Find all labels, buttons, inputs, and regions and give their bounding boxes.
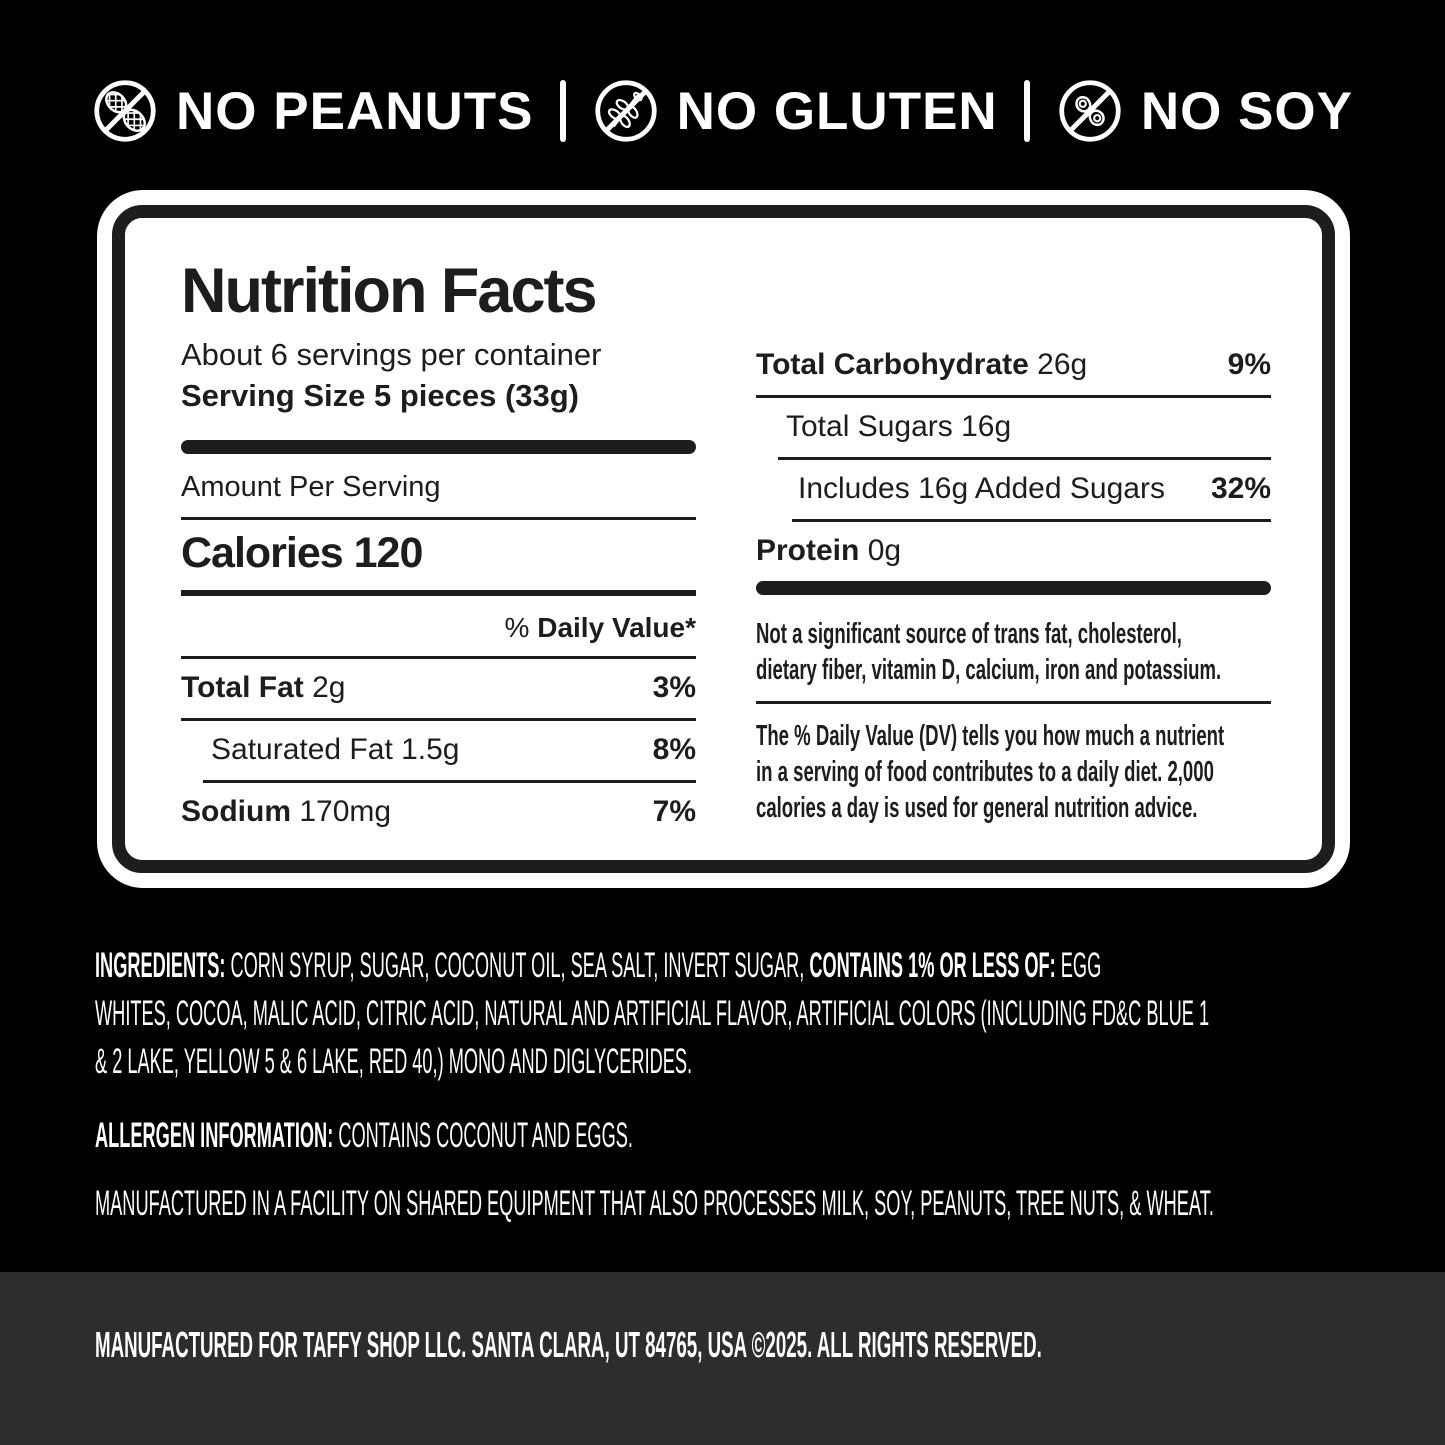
thick-divider-bar bbox=[181, 440, 696, 455]
facility-statement: MANUFACTURED IN A FACILITY ON SHARED EQU… bbox=[95, 1180, 1445, 1228]
thick-divider-bar bbox=[756, 581, 1271, 595]
nutrient-label: Includes 16g Added Sugars bbox=[798, 472, 1165, 505]
allergen-line: ALLERGEN INFORMATION: CONTAINS COCONUT A… bbox=[95, 1116, 633, 1155]
rule-indented bbox=[203, 780, 696, 784]
banner-item-no-peanuts: NO PEANUTS bbox=[92, 78, 533, 144]
footnote-daily-value: The % Daily Value (DV) tells you how muc… bbox=[756, 720, 1225, 824]
nutrient-row-total-carbohydrate: Total Carbohydrate 26g 9% bbox=[756, 348, 1271, 395]
allergen-information-section: ALLERGEN INFORMATION: CONTAINS COCONUT A… bbox=[95, 1112, 1129, 1160]
rule bbox=[181, 718, 696, 722]
rule bbox=[756, 395, 1271, 398]
servings-per-container: About 6 servings per container bbox=[181, 337, 602, 373]
rule-medium bbox=[181, 590, 696, 597]
nutrient-label: Saturated Fat 1.5g bbox=[211, 733, 460, 767]
banner-label-no-peanuts: NO PEANUTS bbox=[176, 81, 534, 141]
ingredients-line: INGREDIENTS: CORN SYRUP, SUGAR, COCONUT … bbox=[95, 946, 1102, 985]
banner-separator bbox=[560, 80, 567, 142]
nutrient-row-added-sugars: Includes 16g Added Sugars 32% bbox=[756, 460, 1271, 519]
nutrition-facts-title: Nutrition Facts bbox=[181, 256, 598, 326]
banner-item-no-soy: NO SOY bbox=[1057, 78, 1353, 144]
nutrient-dv: 3% bbox=[652, 671, 696, 705]
rule bbox=[181, 517, 696, 521]
manufacturer-statement: MANUFACTURED FOR TAFFY SHOP LLC. SANTA C… bbox=[95, 1324, 1042, 1365]
footer-bar: MANUFACTURED FOR TAFFY SHOP LLC. SANTA C… bbox=[0, 1272, 1445, 1445]
ingredients-line: & 2 LAKE, YELLOW 5 & 6 LAKE, RED 40,) MO… bbox=[95, 1042, 693, 1081]
nutrient-amount: 26g bbox=[1028, 348, 1088, 381]
daily-value-header: % Daily Value* bbox=[181, 596, 696, 656]
banner-label-no-gluten: NO GLUTEN bbox=[676, 81, 998, 141]
ingredients-section: INGREDIENTS: CORN SYRUP, SUGAR, COCONUT … bbox=[95, 942, 1445, 1086]
nutrient-label: Total Fat bbox=[181, 671, 304, 705]
no-soy-icon bbox=[1057, 78, 1123, 144]
nutrient-label: Sodium bbox=[181, 795, 291, 829]
nutrient-dv: 9% bbox=[1227, 348, 1271, 381]
daily-value-pct: % bbox=[504, 612, 538, 644]
nutrient-row-protein: Protein 0g bbox=[756, 522, 1271, 581]
nutrient-row-total-fat: Total Fat 2g 3% bbox=[181, 659, 696, 718]
nutrient-dv: 8% bbox=[652, 733, 696, 767]
nutrient-row-saturated-fat: Saturated Fat 1.5g 8% bbox=[181, 721, 696, 780]
nutrient-dv: 32% bbox=[1210, 472, 1271, 505]
daily-value-text: Daily Value* bbox=[537, 612, 696, 644]
banner-label-no-soy: NO SOY bbox=[1140, 81, 1353, 141]
rule bbox=[181, 656, 696, 660]
banner-separator bbox=[1024, 80, 1031, 142]
rule-indented bbox=[792, 519, 1271, 522]
allergen-free-banner: NO PEANUTS NO GLUTEN bbox=[92, 76, 1353, 146]
facility-line: MANUFACTURED IN A FACILITY ON SHARED EQU… bbox=[95, 1184, 1214, 1223]
no-gluten-icon bbox=[593, 78, 659, 144]
nutrient-label: Total Carbohydrate bbox=[756, 348, 1029, 381]
nutrient-label: Protein bbox=[756, 534, 860, 567]
nutrient-dv: 7% bbox=[652, 795, 696, 829]
rule bbox=[756, 701, 1271, 704]
nutrient-row-total-sugars: Total Sugars 16g bbox=[756, 398, 1271, 457]
nutrient-amount: 2g bbox=[303, 671, 346, 705]
nutrient-row-sodium: Sodium 170mg 7% bbox=[181, 783, 696, 842]
amount-per-serving-label: Amount Per Serving bbox=[181, 471, 441, 504]
nutrient-amount: 0g bbox=[859, 534, 902, 567]
nutrition-facts-panel: Nutrition Facts About 6 servings per con… bbox=[97, 190, 1350, 888]
nutrient-label: Total Sugars 16g bbox=[786, 410, 1012, 443]
nutrition-left-column: Nutrition Facts About 6 servings per con… bbox=[181, 258, 696, 832]
ingredients-line: WHITES, COCOA, MALIC ACID, CITRIC ACID, … bbox=[95, 994, 1210, 1033]
banner-item-no-gluten: NO GLUTEN bbox=[593, 78, 998, 144]
rule-indented bbox=[778, 457, 1271, 460]
footnote-not-significant: Not a significant source of trans fat, c… bbox=[756, 618, 1222, 686]
nutrition-right-column: Total Carbohydrate 26g 9% Total Sugars 1… bbox=[756, 258, 1271, 832]
serving-size: Serving Size 5 pieces (33g) bbox=[181, 378, 580, 414]
nutrition-facts-inner: Nutrition Facts About 6 servings per con… bbox=[112, 205, 1335, 873]
nutrient-amount: 170mg bbox=[291, 795, 392, 829]
no-peanuts-icon bbox=[92, 78, 158, 144]
calories-row: Calories 120 bbox=[181, 529, 423, 578]
